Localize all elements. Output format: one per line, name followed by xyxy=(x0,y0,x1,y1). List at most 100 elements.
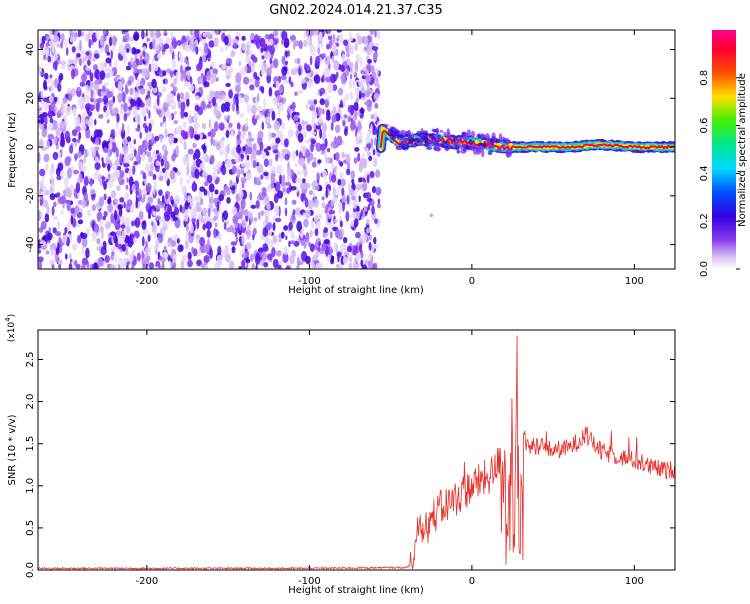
noise-blob xyxy=(234,93,239,100)
noise-blob xyxy=(179,92,185,100)
noise-blob xyxy=(79,58,82,67)
noise-blob xyxy=(117,166,122,171)
noise-blob xyxy=(268,86,273,97)
noise-blob xyxy=(235,72,242,83)
noise-blob xyxy=(272,96,278,104)
noise-blob xyxy=(60,195,67,204)
noise-blob xyxy=(338,205,342,214)
noise-blob xyxy=(93,223,100,233)
noise-blob xyxy=(331,55,335,63)
noise-blob xyxy=(149,262,154,269)
noise-blob xyxy=(319,185,323,192)
noise-blob xyxy=(289,240,296,245)
noise-blob xyxy=(216,259,223,267)
noise-blob xyxy=(160,158,164,167)
noise-blob xyxy=(342,97,346,108)
noise-blob xyxy=(319,128,323,139)
noise-blob xyxy=(109,36,113,47)
noise-blob xyxy=(64,227,68,234)
noise-blob xyxy=(103,193,107,201)
noise-blob xyxy=(229,224,234,233)
noise-blob xyxy=(121,243,126,252)
noise-blob xyxy=(190,208,197,219)
noise-blob xyxy=(63,176,69,188)
noise-blob xyxy=(291,199,297,205)
noise-blob xyxy=(266,201,271,210)
noise-blob xyxy=(142,50,146,57)
noise-blob xyxy=(270,132,277,138)
noise-blob xyxy=(339,171,344,182)
noise-blob xyxy=(298,40,303,50)
noise-blob xyxy=(360,233,368,243)
noise-blob xyxy=(274,207,280,217)
noise-blob xyxy=(244,64,248,73)
noise-blob xyxy=(92,57,97,62)
noise-blob xyxy=(170,31,174,40)
noise-blob xyxy=(79,39,82,51)
noise-blob xyxy=(330,199,335,207)
spectrogram-ytick-label: -40 xyxy=(25,236,36,252)
noise-blob xyxy=(156,266,159,269)
noise-blob xyxy=(157,170,163,177)
noise-blob xyxy=(106,119,110,124)
noise-blob xyxy=(170,83,174,88)
noise-blob xyxy=(46,140,50,150)
noise-blob xyxy=(366,63,372,70)
noise-blob xyxy=(223,221,227,230)
noise-blob xyxy=(214,189,219,195)
noise-blob xyxy=(112,161,116,171)
noise-blob xyxy=(245,117,248,128)
noise-blob xyxy=(51,41,57,46)
noise-blob xyxy=(243,94,250,103)
noise-blob xyxy=(289,254,295,265)
noise-blob xyxy=(272,30,279,37)
noise-blob xyxy=(102,175,105,187)
noise-blob xyxy=(159,135,163,143)
noise-blob xyxy=(292,150,296,162)
noise-blob xyxy=(242,146,246,152)
noise-blob xyxy=(260,64,264,76)
noise-blob xyxy=(353,101,359,112)
noise-blob xyxy=(287,50,291,57)
noise-blob xyxy=(249,84,255,91)
noise-blob xyxy=(321,196,325,201)
noise-blob xyxy=(149,41,154,50)
noise-blob xyxy=(256,163,264,174)
noise-blob xyxy=(203,189,208,196)
noise-blob xyxy=(116,185,121,191)
band-puff xyxy=(390,127,397,132)
noise-blob xyxy=(163,150,169,157)
noise-blob xyxy=(331,160,334,172)
noise-blob xyxy=(240,66,247,76)
noise-blob xyxy=(334,165,338,170)
noise-blob xyxy=(98,196,105,207)
noise-blob xyxy=(249,137,255,142)
noise-blob xyxy=(76,53,81,58)
noise-blob xyxy=(81,112,87,120)
noise-blob xyxy=(152,86,158,94)
noise-blob xyxy=(44,163,49,172)
noise-blob xyxy=(249,77,255,84)
noise-blob xyxy=(117,92,123,104)
noise-blob xyxy=(277,264,282,269)
noise-blob xyxy=(200,216,205,224)
noise-blob xyxy=(176,170,181,176)
noise-blob xyxy=(98,129,103,139)
noise-blob xyxy=(144,138,148,148)
band-puff xyxy=(420,128,424,132)
noise-blob xyxy=(377,198,381,204)
noise-blob xyxy=(123,163,130,168)
noise-blob xyxy=(271,145,278,150)
noise-blob xyxy=(120,49,127,57)
noise-blob xyxy=(243,208,249,217)
noise-blob xyxy=(239,186,242,195)
noise-blob xyxy=(238,266,243,269)
noise-blob xyxy=(61,103,66,115)
noise-blob xyxy=(373,111,378,122)
noise-blob xyxy=(154,135,160,142)
noise-blob xyxy=(127,80,132,86)
noise-blob xyxy=(247,224,251,233)
noise-blob xyxy=(303,132,308,138)
noise-blob xyxy=(377,83,380,90)
noise-blob xyxy=(245,172,252,181)
